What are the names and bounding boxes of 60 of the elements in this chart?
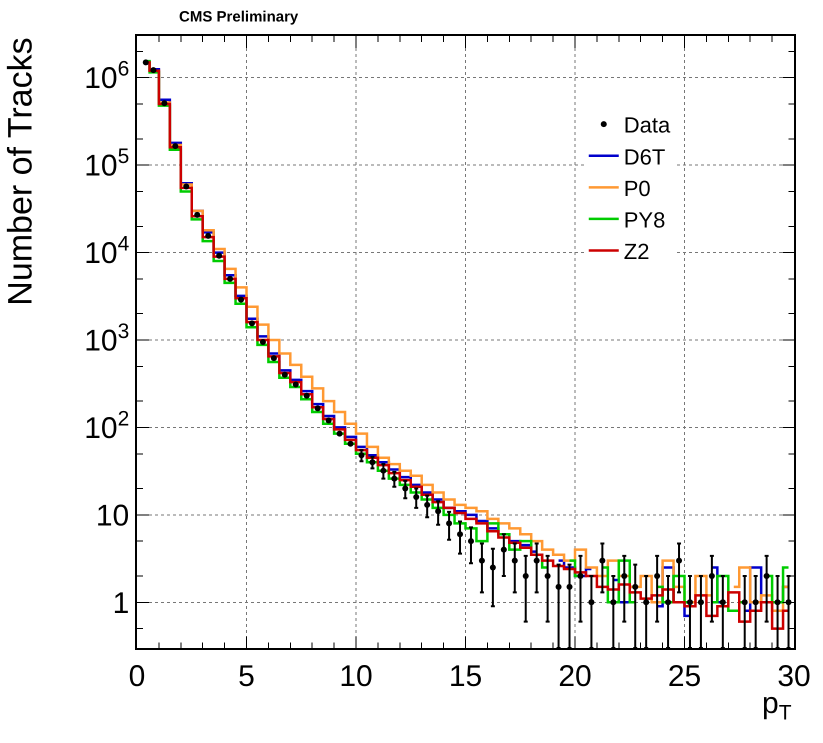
point: [610, 599, 616, 606]
point: [490, 564, 496, 570]
point: [544, 572, 551, 579]
point: [720, 599, 726, 606]
point: [742, 599, 748, 606]
x-tick-label: 20: [558, 660, 592, 693]
x-tick-label: 10: [339, 660, 373, 693]
point: [599, 558, 606, 564]
point: [424, 502, 430, 508]
x-tick-label: 0: [128, 660, 146, 693]
point: [752, 599, 759, 606]
point: [457, 531, 464, 538]
point: [556, 584, 562, 590]
x-tick-label: 25: [668, 660, 702, 693]
chart-title: CMS Preliminary: [179, 8, 299, 26]
point: [512, 558, 518, 564]
x-tick-label: 15: [448, 660, 482, 693]
point: [435, 508, 442, 514]
point: [534, 558, 540, 564]
point: [588, 599, 594, 606]
point: [391, 476, 398, 482]
x-tick-label: 5: [238, 660, 255, 693]
legend-label: D6T: [624, 144, 666, 170]
y-tick-label: 10$^{5}$: [84, 145, 130, 183]
point: [774, 599, 781, 606]
point: [698, 599, 704, 606]
point: [686, 599, 693, 606]
legend-label: Z2: [624, 239, 650, 264]
y-axis-title: Number of Tracks: [2, 37, 40, 306]
y-tick-label: 10$^{3}$: [84, 320, 130, 358]
point: [621, 572, 628, 579]
point: [676, 558, 682, 564]
point: [708, 572, 715, 579]
point: [183, 183, 190, 190]
legend-label: Data: [624, 112, 671, 138]
point: [577, 572, 584, 579]
point: [326, 418, 332, 424]
y-tick-label: 10: [96, 499, 130, 532]
point: [468, 538, 474, 544]
point: [402, 486, 408, 492]
point: [522, 572, 529, 579]
point: [500, 546, 507, 553]
y-tick-label: 10$^{4}$: [84, 232, 130, 270]
point: [643, 599, 650, 606]
point: [369, 459, 376, 466]
y-tick-label: 10$^{2}$: [84, 407, 130, 445]
point: [380, 468, 386, 474]
point: [632, 584, 638, 590]
y-tick-label: 10$^{6}$: [84, 58, 130, 96]
legend-label: P0: [624, 176, 651, 201]
point: [654, 572, 660, 579]
point: [446, 520, 452, 526]
point: [764, 572, 770, 579]
y-tick-label: 1: [112, 586, 130, 620]
legend-label: PY8: [624, 208, 666, 232]
point: [478, 558, 485, 564]
point: [358, 452, 364, 458]
point: [665, 599, 672, 606]
point: [413, 494, 420, 500]
point: [566, 584, 573, 590]
